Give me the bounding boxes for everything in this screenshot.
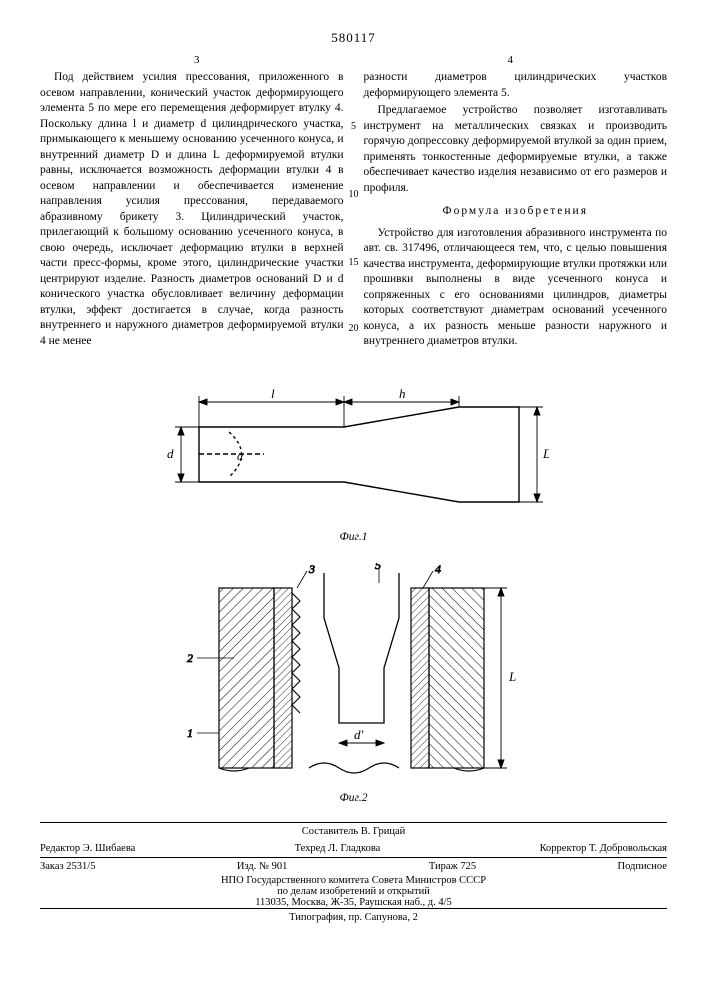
dim-h: h — [399, 386, 406, 401]
page: 580117 3 4 5 10 15 20 Под действием усил… — [0, 0, 707, 943]
tech-editor: Техред Л. Гладкова — [295, 843, 381, 854]
izd-no: Изд. № 901 — [237, 861, 288, 872]
dim-d-prime: d' — [354, 727, 364, 742]
text-columns: 5 10 15 20 Под действием усилия прессова… — [40, 70, 667, 352]
fig1-label: Фиг.1 — [40, 531, 667, 543]
right-column: разности диаметров цилиндрических участк… — [354, 70, 668, 352]
formula-heading: Формула изобретения — [364, 204, 668, 220]
paragraph: Под действием усилия прессования, прилож… — [40, 70, 344, 349]
corrector: Корректор Т. Добровольская — [540, 843, 667, 854]
editor: Редактор Э. Шибаева — [40, 843, 135, 854]
dim-d: d — [167, 446, 174, 461]
order-no: Заказ 2531/5 — [40, 861, 95, 872]
fig2-svg: d' L 1 2 3 4 5 — [179, 563, 529, 788]
fig2-label: Фиг.2 — [40, 792, 667, 804]
typography: Типография, пр. Сапунова, 2 — [40, 908, 667, 923]
callout-3: 3 — [308, 563, 315, 576]
tirazh: Тираж 725 — [429, 861, 476, 872]
callout-5: 5 — [375, 563, 381, 572]
org-line1: НПО Государственного комитета Совета Мин… — [40, 875, 667, 886]
paragraph: Предлагаемое устройство позволяет изгота… — [364, 103, 668, 196]
callout-4: 4 — [435, 563, 441, 576]
org-line2: по делам изобретений и открытий — [40, 886, 667, 897]
formula-text: Устройство для изготовления абразивного … — [364, 226, 668, 350]
subscription: Подписное — [618, 861, 667, 872]
dim-l: l — [271, 386, 275, 401]
left-column: Под действием усилия прессования, прилож… — [40, 70, 354, 352]
callout-1: 1 — [187, 726, 193, 740]
compiler: Составитель В. Грицай — [40, 826, 667, 837]
paragraph: разности диаметров цилиндрических участк… — [364, 70, 668, 101]
dim-L: L — [508, 669, 516, 684]
document-number: 580117 — [40, 30, 667, 46]
fig1-svg: l h d — [159, 372, 549, 527]
page-num-right: 4 — [354, 54, 668, 66]
org-address: 113035, Москва, Ж-35, Раушская наб., д. … — [40, 897, 667, 908]
dim-alpha: α — [237, 449, 244, 463]
figure-2: d' L 1 2 3 4 5 Фиг.2 — [40, 563, 667, 804]
callout-2: 2 — [187, 651, 193, 665]
dim-D: D — [542, 446, 549, 461]
footer: Составитель В. Грицай Редактор Э. Шибаев… — [40, 822, 667, 923]
page-num-left: 3 — [40, 54, 354, 66]
figure-1: l h d — [40, 372, 667, 543]
column-page-numbers: 3 4 — [40, 54, 667, 66]
